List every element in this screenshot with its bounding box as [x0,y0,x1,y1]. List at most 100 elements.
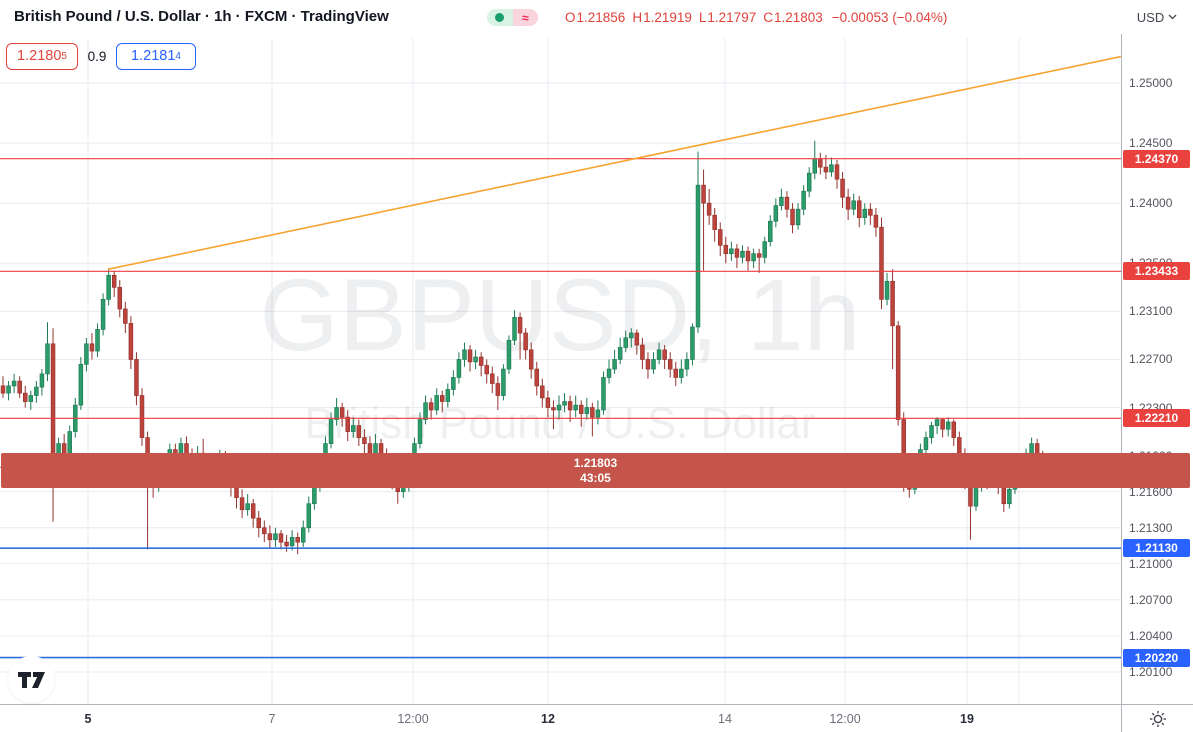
symbol-title[interactable]: British Pound / U.S. Dollar · 1h · FXCM … [14,8,389,25]
candle-body[interactable] [106,274,111,300]
candle-body[interactable] [578,404,584,414]
candle-body[interactable] [373,443,378,454]
candle-body[interactable] [456,359,462,378]
candle-body[interactable] [239,497,245,511]
candle-body[interactable] [28,395,34,402]
candle-body[interactable] [801,190,806,210]
candle-body[interactable] [22,392,28,402]
candle-body[interactable] [289,537,295,547]
chart-canvas[interactable]: GBPUSD, 1h British Pound / U.S. Dollar [0,0,1121,704]
candle-body[interactable] [462,349,467,360]
candle-body[interactable] [651,359,656,370]
candle-body[interactable] [428,402,434,411]
candle-body[interactable] [45,343,50,375]
candle-body[interactable] [556,404,562,411]
candle-body[interactable] [100,299,106,330]
candle-body[interactable] [923,437,929,450]
candle-body[interactable] [0,385,6,394]
candle-body[interactable] [11,380,17,387]
candle-body[interactable] [745,250,751,262]
candle-body[interactable] [784,196,790,210]
candle-body[interactable] [567,401,573,411]
candle-body[interactable] [623,337,628,348]
candle-body[interactable] [945,421,951,430]
candle-body[interactable] [284,541,289,547]
candle-body[interactable] [951,421,957,438]
candle-body[interactable] [934,419,940,426]
candle-body[interactable] [1029,443,1034,454]
candle-body[interactable] [862,208,868,218]
candle-body[interactable] [606,368,612,378]
candle-body[interactable] [879,226,884,300]
candle-body[interactable] [439,395,445,402]
candle-body[interactable] [601,377,606,411]
candle-body[interactable] [701,184,706,204]
candle-body[interactable] [540,385,545,399]
candle-body[interactable] [139,395,145,438]
candle-body[interactable] [273,533,278,541]
candle-body[interactable] [823,166,829,173]
candle-body[interactable] [690,326,695,360]
candle-body[interactable] [78,363,84,406]
sell-price-button[interactable]: 1.2180 5 [6,42,78,70]
candle-body[interactable] [834,164,840,180]
candle-body[interactable] [89,343,95,352]
candle-body[interactable] [484,365,489,375]
candle-body[interactable] [278,533,284,543]
candle-body[interactable] [662,349,667,360]
candle-body[interactable] [334,407,339,420]
candle-body[interactable] [845,196,851,210]
time-axis[interactable]: 5 7 12:00 12 14 12:00 19 [0,704,1121,732]
candle-body[interactable] [501,368,506,396]
currency-selector[interactable]: USD [1121,0,1193,34]
candle-body[interactable] [300,527,306,543]
candle-body[interactable] [673,368,679,378]
candle-body[interactable] [417,419,423,444]
candle-body[interactable] [812,158,818,174]
candle-body[interactable] [117,286,123,310]
candle-body[interactable] [50,343,56,456]
candle-body[interactable] [873,214,879,228]
candle-body[interactable] [534,368,540,387]
candle-body[interactable] [768,220,773,243]
candle-body[interactable] [1001,485,1007,505]
candle-body[interactable] [512,317,517,341]
candle-body[interactable] [740,250,745,258]
candle-body[interactable] [1007,488,1012,505]
candle-body[interactable] [267,533,273,541]
candle-body[interactable] [134,359,139,396]
candle-body[interactable] [545,397,551,408]
axis-settings-corner[interactable] [1121,704,1193,732]
candle-body[interactable] [95,329,100,352]
candle-body[interactable] [523,332,528,351]
buy-price-button[interactable]: 1.2181 4 [116,42,196,70]
candle-body[interactable] [328,419,334,444]
candle-body[interactable] [940,419,945,430]
candle-body[interactable] [478,356,484,366]
candle-body[interactable] [656,349,662,360]
candle-body[interactable] [295,537,300,543]
candle-body[interactable] [806,172,812,192]
tradingview-logo[interactable] [8,656,55,703]
candle-body[interactable] [467,349,473,363]
candle-body[interactable] [445,389,451,402]
candle-body[interactable] [706,202,712,216]
candle-body[interactable] [573,404,578,411]
candle-body[interactable] [473,356,478,363]
candle-body[interactable] [640,344,645,360]
candle-body[interactable] [717,229,723,246]
candle-body[interactable] [734,248,740,258]
candle-body[interactable] [506,339,512,370]
candle-body[interactable] [34,386,39,396]
candle-body[interactable] [629,332,634,339]
candle-body[interactable] [851,200,856,210]
candle-body[interactable] [250,503,256,519]
market-status-pill[interactable]: ≈ [487,9,538,26]
candle-body[interactable] [17,380,22,394]
candle-body[interactable] [790,208,795,226]
candle-body[interactable] [256,517,262,529]
candle-body[interactable] [645,359,651,370]
candle-body[interactable] [762,241,767,258]
candle-body[interactable] [617,347,623,360]
candle-body[interactable] [895,325,901,420]
